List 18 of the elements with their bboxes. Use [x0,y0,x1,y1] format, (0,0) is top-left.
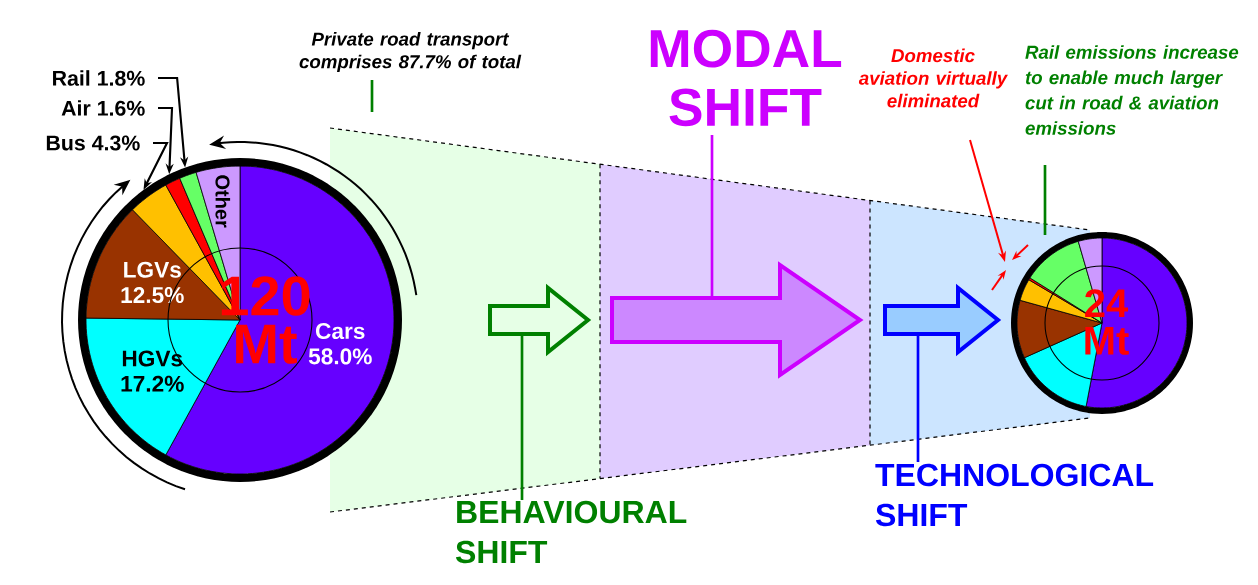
text: MODAL SHIFT [650,29,842,127]
text: BEHAVIOURAL SHIFT [455,500,687,564]
text: TECHNOLOGICAL SHIFT [875,463,1154,527]
data-label: 1.6% [98,100,145,116]
slice-label: Rail [53,70,90,86]
data-label: 58.0% [308,348,372,365]
text: Rail emissions increase to enable much larger cut in road & aviation emissions [1025,45,1239,135]
slice-label: Other [215,175,231,228]
slice-label: Bus [46,135,85,151]
slice-label: Air [61,100,91,116]
data-label: 4.3% [91,135,140,151]
data-label: 12.5% [121,287,184,304]
slice-label: LGVs [124,261,181,278]
data-label: 17.2% [121,375,184,392]
text: Private road transport comprises 87.7% of total [299,31,522,73]
text: Domestic aviation virtually eliminated [858,48,1008,108]
data-label: 1.8% [98,70,145,86]
legend-label: Cars [315,323,365,340]
